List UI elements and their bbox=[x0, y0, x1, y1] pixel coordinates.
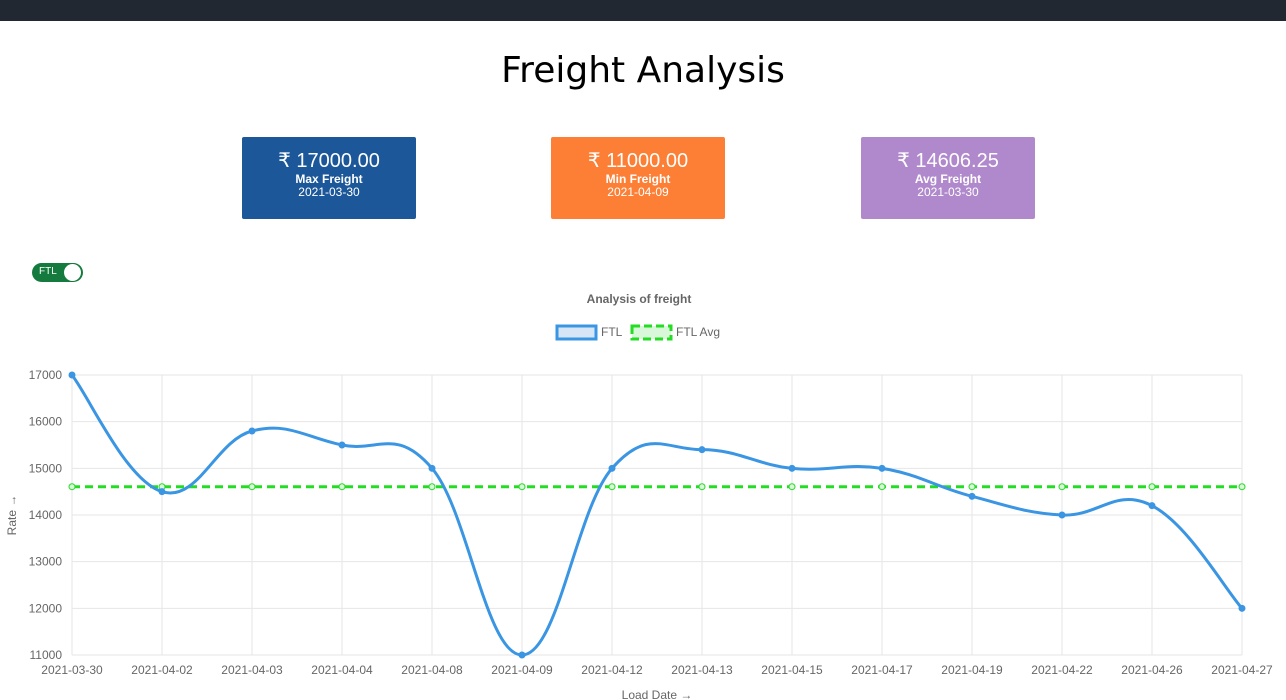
y-tick-label: 14000 bbox=[29, 508, 63, 522]
data-point-ftl-avg bbox=[788, 483, 796, 491]
avg-freight-label: Avg Freight bbox=[914, 172, 982, 186]
x-tick-label: 2021-04-08 bbox=[401, 663, 463, 677]
legend-swatch-ftl-avg bbox=[630, 324, 673, 341]
page-title: Freight Analysis bbox=[501, 50, 785, 91]
data-point-ftl bbox=[968, 492, 976, 500]
data-point-ftl bbox=[68, 371, 76, 379]
data-point-ftl bbox=[698, 446, 706, 454]
y-tick-label: 11000 bbox=[30, 648, 63, 662]
x-tick-label: 2021-04-26 bbox=[1121, 663, 1183, 677]
x-axis-label: Load Date → bbox=[622, 688, 693, 700]
x-tick-label: 2021-04-04 bbox=[311, 663, 373, 677]
max-freight-card: ₹ 17000.00 Max Freight 2021-03-30 bbox=[242, 137, 416, 219]
x-tick-label: 2021-04-27 bbox=[1211, 663, 1273, 677]
top-navbar bbox=[0, 0, 1286, 21]
toggle-knob bbox=[64, 264, 81, 281]
data-point-ftl-avg bbox=[68, 483, 76, 491]
data-point-ftl-avg bbox=[248, 483, 256, 491]
x-tick-label: 2021-04-03 bbox=[221, 663, 283, 677]
y-tick-label: 15000 bbox=[29, 461, 63, 475]
data-point-ftl bbox=[1238, 604, 1246, 612]
avg-freight-card: ₹ 14606.25 Avg Freight 2021-03-30 bbox=[861, 137, 1035, 219]
y-tick-label: 12000 bbox=[29, 601, 63, 615]
avg-freight-value: ₹ 14606.25 bbox=[897, 150, 999, 172]
data-point-ftl bbox=[518, 651, 526, 659]
chart-title: Analysis of freight bbox=[587, 292, 692, 306]
data-point-ftl-avg bbox=[1148, 483, 1156, 491]
legend-label-ftl: FTL bbox=[601, 325, 623, 339]
x-tick-label: 2021-04-12 bbox=[581, 663, 643, 677]
x-tick-label: 2021-04-19 bbox=[941, 663, 1003, 677]
y-tick-label: 13000 bbox=[29, 555, 63, 569]
data-point-ftl-avg bbox=[338, 483, 346, 491]
freight-line-chart: Analysis of freight FTL FTL Avg 11000 12000 1… bbox=[5, 292, 1273, 700]
x-tick-label: 2021-03-30 bbox=[41, 663, 103, 677]
data-point-ftl bbox=[788, 464, 796, 472]
legend-swatch-ftl bbox=[555, 324, 598, 341]
data-point-ftl bbox=[428, 464, 436, 472]
x-tick-label: 2021-04-02 bbox=[131, 663, 193, 677]
y-axis-label: Rate → bbox=[5, 495, 19, 536]
min-freight-label: Min Freight bbox=[605, 172, 671, 186]
data-point-ftl-avg bbox=[878, 483, 886, 491]
min-freight-value: ₹ 11000.00 bbox=[587, 150, 689, 172]
y-tick-label: 17000 bbox=[29, 368, 63, 382]
x-tick-label: 2021-04-15 bbox=[761, 663, 823, 677]
max-freight-date: 2021-03-30 bbox=[298, 185, 360, 199]
x-tick-label: 2021-04-17 bbox=[851, 663, 913, 677]
y-tick-label: 16000 bbox=[29, 415, 63, 429]
legend-label-ftl-avg: FTL Avg bbox=[676, 325, 720, 339]
min-freight-date: 2021-04-09 bbox=[607, 185, 669, 199]
data-point-ftl bbox=[1148, 502, 1156, 510]
min-freight-card: ₹ 11000.00 Min Freight 2021-04-09 bbox=[551, 137, 725, 219]
data-point-ftl-avg bbox=[968, 483, 976, 491]
x-tick-label: 2021-04-13 bbox=[671, 663, 733, 677]
data-point-ftl-avg bbox=[428, 483, 436, 491]
data-point-ftl bbox=[1058, 511, 1066, 519]
max-freight-value: ₹ 17000.00 bbox=[278, 150, 380, 172]
data-point-ftl bbox=[338, 441, 346, 449]
x-tick-label: 2021-04-22 bbox=[1031, 663, 1093, 677]
data-point-ftl bbox=[878, 464, 886, 472]
data-point-ftl bbox=[158, 488, 166, 496]
data-point-ftl-avg bbox=[518, 483, 526, 491]
data-point-ftl-avg bbox=[1238, 483, 1246, 491]
max-freight-label: Max Freight bbox=[295, 172, 363, 186]
x-tick-label: 2021-04-09 bbox=[491, 663, 553, 677]
avg-freight-date: 2021-03-30 bbox=[917, 185, 979, 199]
ftl-toggle[interactable]: FTL bbox=[32, 263, 83, 282]
data-point-ftl bbox=[248, 427, 256, 435]
data-point-ftl-avg bbox=[698, 483, 706, 491]
data-point-ftl-avg bbox=[608, 483, 616, 491]
data-point-ftl bbox=[608, 464, 616, 472]
data-point-ftl-avg bbox=[1058, 483, 1066, 491]
ftl-toggle-label: FTL bbox=[39, 266, 57, 277]
